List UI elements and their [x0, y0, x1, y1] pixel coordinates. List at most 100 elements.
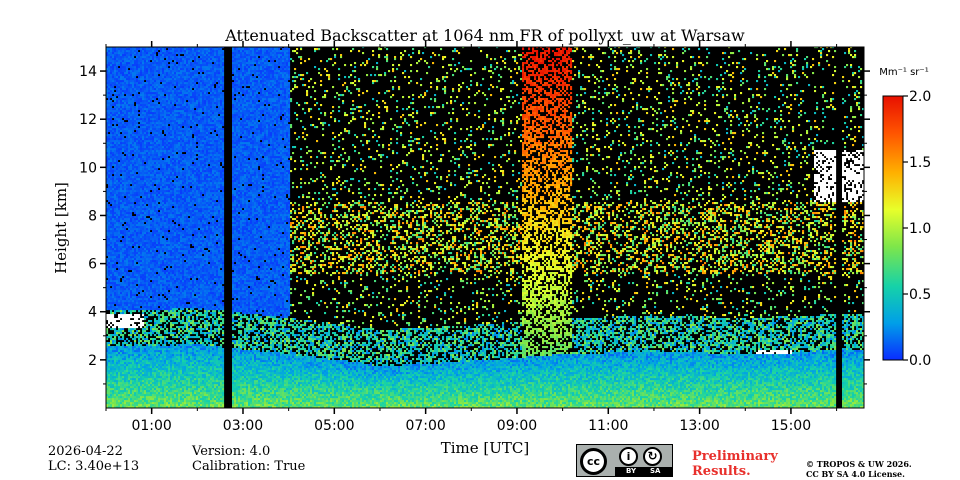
heatmap-cell	[114, 172, 117, 175]
heatmap-cell	[126, 390, 129, 393]
heatmap-cell	[162, 242, 165, 245]
heatmap-cell	[114, 312, 117, 315]
heatmap-cell	[134, 148, 137, 151]
heatmap-cell	[130, 110, 133, 113]
heatmap-cell	[148, 406, 151, 408]
heatmap-cell	[110, 210, 113, 213]
heatmap-cell	[122, 310, 125, 313]
heatmap-cell	[120, 310, 123, 313]
heatmap-cell	[114, 218, 117, 221]
heatmap-cell	[144, 264, 147, 267]
heatmap-cell	[146, 230, 149, 233]
heatmap-cell	[124, 152, 127, 155]
heatmap-cell	[148, 254, 151, 257]
heatmap-cell	[128, 164, 131, 167]
heatmap-cell	[156, 62, 159, 65]
heatmap-cell	[124, 208, 127, 211]
heatmap-cell	[130, 334, 133, 337]
heatmap-cell	[126, 164, 129, 167]
heatmap-cell	[150, 356, 153, 359]
heatmap-cell	[114, 246, 117, 249]
heatmap-cell	[160, 254, 163, 257]
heatmap-cell	[158, 364, 161, 367]
heatmap-cell	[146, 234, 149, 237]
heatmap-cell	[150, 196, 153, 199]
heatmap-cell	[154, 76, 157, 79]
heatmap-cell	[152, 174, 155, 177]
heatmap-cell	[136, 154, 139, 157]
heatmap-cell	[138, 148, 141, 151]
heatmap-cell	[156, 174, 159, 177]
heatmap-cell	[152, 102, 155, 105]
heatmap-cell	[124, 130, 127, 133]
heatmap-cell	[148, 202, 151, 205]
heatmap-cell	[154, 390, 157, 393]
heatmap-cell	[124, 48, 127, 51]
heatmap-cell	[136, 180, 139, 183]
heatmap-cell	[140, 114, 143, 117]
heatmap-cell	[120, 292, 123, 295]
heatmap-cell	[146, 58, 149, 61]
heatmap-cell	[140, 198, 143, 201]
heatmap-cell	[118, 248, 121, 251]
heatmap-cell	[158, 118, 161, 121]
heatmap-cell	[120, 108, 123, 111]
heatmap-cell	[112, 226, 115, 229]
heatmap-cell	[124, 64, 127, 67]
heatmap-cell	[136, 396, 139, 399]
heatmap-cell	[128, 350, 131, 353]
heatmap-cell	[142, 342, 145, 345]
heatmap-cell	[130, 212, 133, 215]
heatmap-cell	[108, 376, 111, 379]
heatmap-cell	[128, 206, 131, 209]
heatmap-cell	[142, 86, 145, 89]
heatmap-cell	[128, 88, 131, 91]
heatmap-cell	[110, 376, 113, 379]
heatmap-cell	[136, 160, 139, 163]
heatmap-cell	[160, 366, 163, 369]
heatmap-cell	[118, 102, 121, 105]
heatmap-cell	[160, 50, 163, 53]
heatmap-cell	[128, 362, 131, 365]
heatmap-cell	[162, 184, 165, 187]
heatmap-cell	[134, 390, 137, 393]
heatmap-cell	[122, 124, 125, 127]
heatmap-cell	[140, 320, 143, 323]
heatmap-cell	[114, 88, 117, 91]
heatmap-cell	[160, 294, 163, 297]
heatmap-cell	[142, 186, 145, 189]
heatmap-cell	[124, 134, 127, 137]
heatmap-cell	[144, 354, 147, 357]
heatmap-cell	[150, 160, 153, 163]
heatmap-cell	[156, 196, 159, 199]
heatmap-cell	[120, 60, 123, 63]
heatmap-cell	[130, 322, 133, 325]
heatmap-cell	[158, 226, 161, 229]
heatmap-cell	[162, 378, 165, 381]
heatmap-cell	[126, 232, 129, 235]
heatmap-cell	[148, 340, 151, 343]
heatmap-cell	[154, 218, 157, 221]
heatmap-cell	[120, 372, 123, 375]
heatmap-cell	[128, 84, 131, 87]
heatmap-cell	[122, 110, 125, 113]
heatmap-cell	[142, 234, 145, 237]
heatmap-cell	[156, 224, 159, 227]
heatmap-cell	[152, 50, 155, 53]
heatmap-cell	[124, 206, 127, 209]
heatmap-cell	[114, 320, 117, 323]
heatmap-cell	[122, 214, 125, 217]
heatmap-cell	[110, 74, 113, 77]
heatmap-cell	[150, 140, 153, 143]
heatmap-cell	[132, 180, 135, 183]
heatmap-cell	[116, 250, 119, 253]
heatmap-cell	[158, 382, 161, 385]
heatmap-cell	[162, 224, 165, 227]
heatmap-cell	[136, 316, 139, 319]
heatmap-cell	[126, 322, 129, 325]
heatmap-cell	[160, 394, 163, 397]
heatmap-cell	[116, 100, 119, 103]
heatmap-cell	[142, 120, 145, 123]
heatmap-cell	[120, 268, 123, 271]
heatmap-cell	[130, 80, 133, 83]
